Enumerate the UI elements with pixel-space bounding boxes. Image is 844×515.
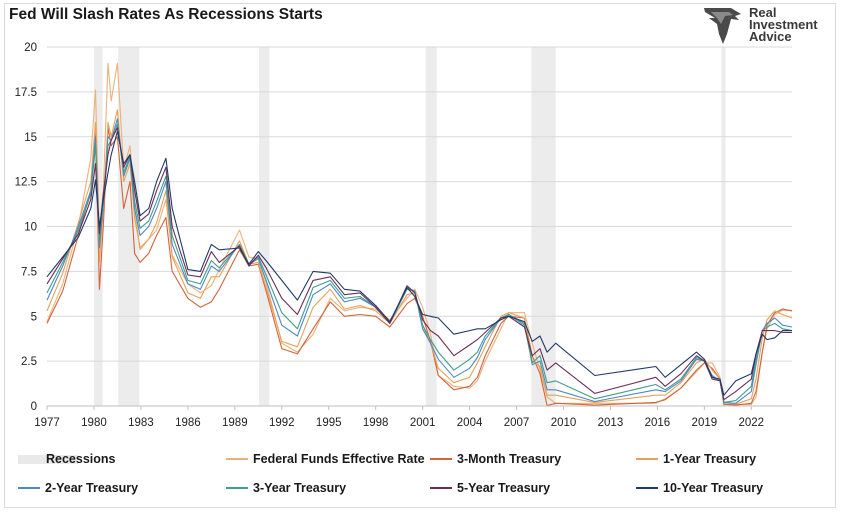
logo-line-2: Investment (749, 17, 818, 32)
x-tick-label: 1986 (175, 417, 201, 429)
legend-item-5y: 5-Year Treasury (430, 481, 550, 495)
legend-item-10y: 10-Year Treasury (636, 481, 763, 495)
x-tick-label: 1998 (363, 417, 389, 429)
legend-label-1y: 1-Year Treasury (663, 452, 757, 466)
eagle-icon (704, 8, 741, 44)
x-tick-label: 2010 (551, 417, 577, 429)
y-tick-label: 20 (24, 42, 37, 54)
x-tick-label: 1992 (269, 417, 295, 429)
x-tick-label: 2007 (504, 417, 530, 429)
chart-frame (4, 3, 836, 508)
legend-label-3y: 3-Year Treasury (253, 481, 347, 495)
legend-item-2y: 2-Year Treasury (18, 481, 138, 495)
legend-label-fed-funds: Federal Funds Effective Rate (253, 452, 425, 466)
series-lines (46, 62, 793, 407)
x-tick-label: 1983 (128, 417, 154, 429)
legend-label-5y: 5-Year Treasury (457, 481, 551, 495)
x-tick-label: 1995 (316, 417, 342, 429)
y-tick-label: 12.5 (15, 177, 37, 189)
x-tick-label: 2022 (739, 417, 765, 429)
x-tick-label: 2016 (645, 417, 671, 429)
x-tick-label: 1989 (222, 417, 248, 429)
y-tick-label: 10 (24, 222, 37, 234)
x-tick-label: 2019 (692, 417, 718, 429)
y-tick-label: 0 (31, 401, 37, 413)
logo-text: Real Investment Advice (749, 5, 818, 44)
x-tick-label: 1977 (34, 417, 60, 429)
x-tick-label: 2013 (598, 417, 624, 429)
legend-label-recessions: Recessions (46, 452, 116, 466)
legend-label-10y: 10-Year Treasury (663, 481, 764, 495)
y-tick-label: 2.5 (21, 356, 37, 368)
brand-logo: Real Investment Advice (701, 4, 831, 46)
series-line-0 (46, 62, 792, 406)
x-tick-label: 2004 (457, 417, 483, 429)
series-line-5 (46, 127, 792, 401)
legend-item-fed-funds: Federal Funds Effective Rate (226, 452, 425, 466)
legend-item-3y: 3-Year Treasury (226, 481, 346, 495)
legend-item-recessions: Recessions (18, 452, 115, 466)
y-tick-label: 7.5 (21, 266, 37, 278)
plot-area: 0 2.5 5 7.5 10 12.5 15 17.5 20 1977 1980 1983 1986 19… (15, 42, 793, 429)
legend-label-3m: 3-Month Treasury (457, 452, 562, 466)
y-tick-label: 5 (31, 311, 37, 323)
logo-line-3: Advice (749, 29, 792, 44)
y-tick-label: 17.5 (15, 87, 37, 99)
legend-label-2y: 2-Year Treasury (45, 481, 139, 495)
series-line-1 (46, 127, 793, 407)
legend-item-1y: 1-Year Treasury (636, 452, 756, 466)
x-tick-label: 1980 (81, 417, 107, 429)
legend-item-3m: 3-Month Treasury (430, 452, 561, 466)
chart-title: Fed Will Slash Rates As Recessions Start… (9, 6, 323, 23)
logo-line-1: Real (749, 5, 777, 20)
axes: 0 2.5 5 7.5 10 12.5 15 17.5 20 1977 1980 1983 1986 19… (15, 42, 792, 429)
series-line-6 (46, 130, 792, 396)
series-line-2 (46, 109, 793, 405)
x-tick-label: 2001 (410, 417, 436, 429)
y-tick-label: 15 (24, 132, 37, 144)
legend: Recessions Federal Funds Effective Rate … (0, 446, 844, 506)
